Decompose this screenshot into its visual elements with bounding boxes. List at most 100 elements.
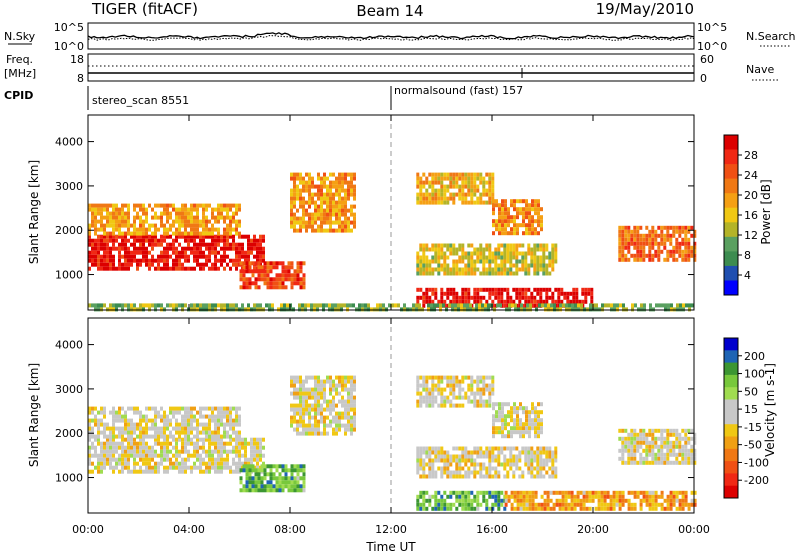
velocity-cell-0 bbox=[139, 449, 142, 454]
velocity-cell-4 bbox=[467, 387, 471, 392]
power-cell-4 bbox=[488, 176, 492, 181]
velocity-cell-3 bbox=[329, 391, 332, 396]
velocity-cell-8 bbox=[564, 506, 568, 511]
power-cell-6 bbox=[428, 267, 432, 272]
power-cell-9 bbox=[577, 303, 580, 308]
velocity-cell-3 bbox=[293, 419, 296, 424]
velocity-cell-0 bbox=[103, 449, 106, 454]
power-cell-3 bbox=[293, 196, 296, 201]
velocity-cell-5 bbox=[540, 426, 543, 431]
power-cell-4 bbox=[455, 172, 459, 177]
power-cell-1 bbox=[103, 223, 106, 228]
velocity-cell-7 bbox=[491, 502, 495, 507]
velocity-cell-3 bbox=[296, 375, 299, 380]
power-cell-2 bbox=[272, 285, 276, 290]
power-cell-4 bbox=[467, 200, 471, 205]
velocity-cell-0 bbox=[262, 437, 265, 442]
velocity-cell-2 bbox=[287, 488, 291, 493]
power-cell-5 bbox=[492, 207, 495, 212]
velocity-cell-9 bbox=[639, 440, 643, 445]
velocity-cell-1 bbox=[154, 426, 157, 431]
power-cell-3 bbox=[305, 224, 308, 229]
velocity-cell-2 bbox=[245, 488, 249, 493]
velocity-cell-2 bbox=[245, 472, 249, 477]
power-cell-1 bbox=[109, 223, 112, 228]
power-cell-8 bbox=[657, 245, 661, 250]
velocity-cell-1 bbox=[148, 418, 151, 423]
velocity-cell-9 bbox=[624, 448, 628, 453]
power-cell-4 bbox=[443, 196, 447, 201]
velocity-cell-3 bbox=[350, 375, 353, 380]
power-cell-0 bbox=[136, 262, 139, 267]
power-cell-9 bbox=[655, 303, 658, 308]
velocity-cell-2 bbox=[242, 468, 246, 473]
velocity-cell-0 bbox=[112, 437, 115, 442]
power-cell-6 bbox=[530, 251, 534, 256]
velocity-cell-1 bbox=[151, 434, 154, 439]
power-cell-6 bbox=[449, 271, 453, 276]
power-cell-0 bbox=[148, 250, 151, 255]
power-cell-9 bbox=[619, 303, 622, 308]
velocity-cell-6 bbox=[506, 458, 510, 463]
power-cell-0 bbox=[169, 266, 172, 271]
power-cell-4 bbox=[470, 172, 474, 177]
power-cell-9 bbox=[679, 307, 682, 312]
power-cell-3 bbox=[350, 180, 353, 185]
power-cell-1 bbox=[178, 227, 181, 232]
power-cell-3 bbox=[326, 208, 329, 213]
velocity-cell-8 bbox=[513, 498, 517, 503]
power-cell-6 bbox=[419, 255, 423, 260]
velocity-cell-0 bbox=[94, 437, 97, 442]
power-cell-9 bbox=[676, 307, 679, 312]
velocity-cell-0 bbox=[154, 453, 157, 458]
power-cell-1 bbox=[187, 207, 190, 212]
velocity-cell-6 bbox=[482, 454, 486, 459]
velocity-cell-6 bbox=[416, 446, 420, 451]
velocity-cell-2 bbox=[278, 464, 282, 469]
power-cell-9 bbox=[175, 307, 178, 312]
velocity-cell-7 bbox=[461, 506, 465, 511]
velocity-cell-0 bbox=[184, 437, 187, 442]
power-cell-0 bbox=[160, 250, 163, 255]
velocity-cell-6 bbox=[470, 454, 474, 459]
velocity-cell-4 bbox=[461, 387, 465, 392]
velocity-cell-5 bbox=[516, 430, 519, 435]
velocity-cell-1 bbox=[154, 410, 157, 415]
velocity-cell-7 bbox=[458, 498, 462, 503]
power-cell-4 bbox=[464, 200, 468, 205]
velocity-cell-0 bbox=[97, 461, 100, 466]
power-cell-6 bbox=[524, 255, 528, 260]
power-cell-1 bbox=[106, 207, 109, 212]
power-cell-7 bbox=[419, 287, 423, 292]
power-cell-4 bbox=[449, 172, 453, 177]
power-cell-3 bbox=[344, 200, 347, 205]
velocity-cell-6 bbox=[467, 454, 471, 459]
velocity-cell-1 bbox=[163, 418, 166, 423]
power-cell-3 bbox=[290, 172, 293, 177]
velocity-cell-6 bbox=[551, 458, 555, 463]
velocity-cell-3 bbox=[308, 387, 311, 392]
power-cell-6 bbox=[431, 267, 435, 272]
power-cell-5 bbox=[501, 215, 504, 220]
velocity-cell-0 bbox=[151, 469, 154, 474]
power-cell-3 bbox=[335, 200, 338, 205]
power-cell-8 bbox=[630, 241, 634, 246]
power-cell-9 bbox=[172, 303, 175, 308]
power-cell-2 bbox=[260, 273, 264, 278]
velocity-cell-1 bbox=[133, 430, 136, 435]
velocity-cell-2 bbox=[260, 464, 264, 469]
power-cell-7 bbox=[536, 303, 540, 308]
power-cell-9 bbox=[613, 307, 616, 312]
velocity-cell-3 bbox=[314, 395, 317, 400]
power-cell-0 bbox=[202, 254, 205, 259]
power-cell-7 bbox=[455, 299, 459, 304]
velocity-cell-6 bbox=[479, 450, 483, 455]
power-cell-3 bbox=[335, 228, 338, 233]
power-cell-5 bbox=[540, 215, 543, 220]
power-cell-5 bbox=[522, 199, 525, 204]
velocity-cell-1 bbox=[151, 418, 154, 423]
velocity-cell-0 bbox=[208, 445, 211, 450]
velocity-cell-1 bbox=[118, 406, 121, 411]
velocity-cell-1 bbox=[94, 406, 97, 411]
velocity-cell-1 bbox=[130, 406, 133, 411]
